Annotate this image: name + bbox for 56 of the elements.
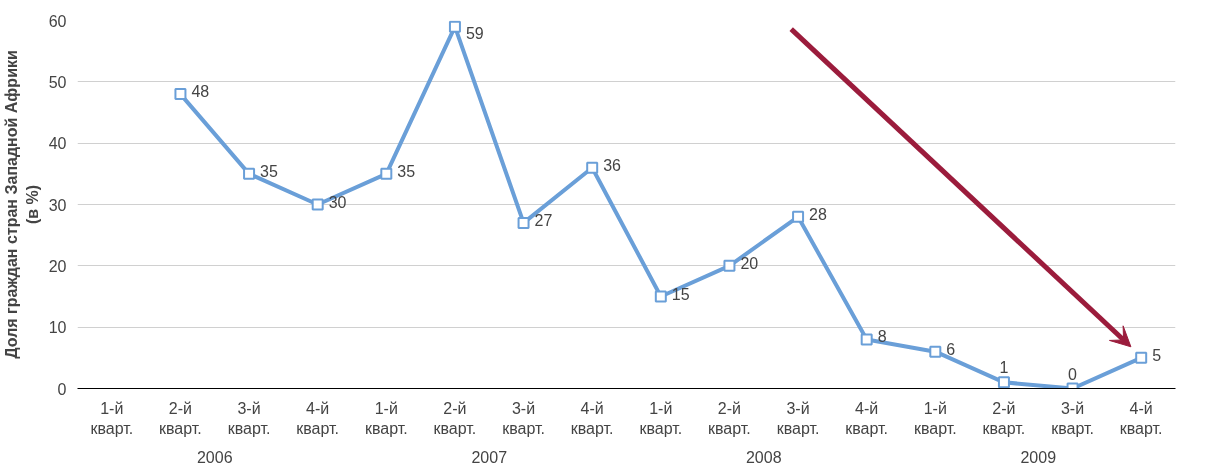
point <box>654 290 667 303</box>
y-tick-label: 10 <box>48 319 67 337</box>
data-label: 20 <box>740 254 759 272</box>
y-axis-title: Доля граждан стран Западной Африки (в %) <box>3 50 41 359</box>
text: 2008 <box>745 448 782 466</box>
point <box>448 20 461 33</box>
point <box>517 216 530 229</box>
point <box>997 376 1010 389</box>
data-label: 36 <box>603 156 622 174</box>
data-label: 35 <box>260 162 278 180</box>
data-label: 15 <box>671 285 690 303</box>
point <box>243 167 256 180</box>
x-tick-label: 2-й кварт. <box>159 399 202 437</box>
y-tick-label: 20 <box>48 257 67 275</box>
text: 2006 <box>196 448 233 466</box>
x-tick-label: 2-й кварт. <box>982 399 1026 437</box>
y-tick-label: 60 <box>48 12 67 30</box>
data-label: 27 <box>534 211 553 229</box>
x-tick-label: 4-й кварт. <box>296 399 340 437</box>
x-tick-label: 1-й кварт. <box>90 399 134 437</box>
point <box>1135 351 1148 364</box>
x-tick-label: 4-й кварт. <box>1119 399 1163 437</box>
data-label: 28 <box>809 205 827 223</box>
x-tick-label: 2-й кварт. <box>708 399 751 437</box>
point <box>380 167 393 180</box>
point <box>723 259 736 272</box>
x-tick-label: 4-й кварт. <box>570 399 614 437</box>
x-tick-label: 4-й кварт. <box>845 399 889 437</box>
x-tick-label: 2-й кварт. <box>433 399 477 437</box>
data-label: 35 <box>397 162 416 180</box>
point <box>929 345 942 358</box>
x-tick-label: 1-й кварт. <box>913 399 957 437</box>
data-label: 5 <box>1152 346 1162 364</box>
y-tick-label: 0 <box>57 380 67 398</box>
text: 2009 <box>1020 448 1057 466</box>
y-tick-label: 50 <box>48 73 67 91</box>
data-label: 48 <box>191 83 210 101</box>
x-tick-label: 3-й кварт. <box>1051 399 1094 437</box>
point <box>174 88 187 101</box>
x-tick-label: 3-й кварт. <box>227 399 271 437</box>
point <box>792 210 805 223</box>
point <box>586 161 599 174</box>
data-label: 6 <box>946 340 956 358</box>
y-tick-label: 30 <box>48 196 67 214</box>
data-label: 0 <box>1068 365 1078 383</box>
data-label: 1 <box>999 359 1009 377</box>
data-label: 30 <box>328 193 347 211</box>
text: 2007 <box>471 448 508 466</box>
x-tick-label: 3-й кварт. <box>502 399 545 437</box>
point <box>860 333 873 346</box>
x-tick-label: 3-й кварт. <box>776 399 820 437</box>
data-label: 59 <box>465 24 484 42</box>
x-tick-label: 1-й кварт. <box>639 399 683 437</box>
point <box>311 198 324 211</box>
y-tick-label: 40 <box>48 135 67 153</box>
x-tick-label: 1-й кварт. <box>364 399 408 437</box>
